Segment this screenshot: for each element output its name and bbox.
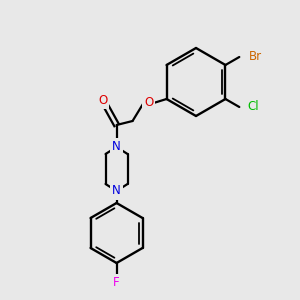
Text: Br: Br	[249, 50, 262, 64]
Text: O: O	[98, 94, 107, 106]
Text: F: F	[113, 277, 120, 290]
Text: N: N	[112, 184, 121, 197]
Text: O: O	[144, 97, 153, 110]
Text: N: N	[112, 140, 121, 154]
Text: Cl: Cl	[247, 100, 259, 113]
